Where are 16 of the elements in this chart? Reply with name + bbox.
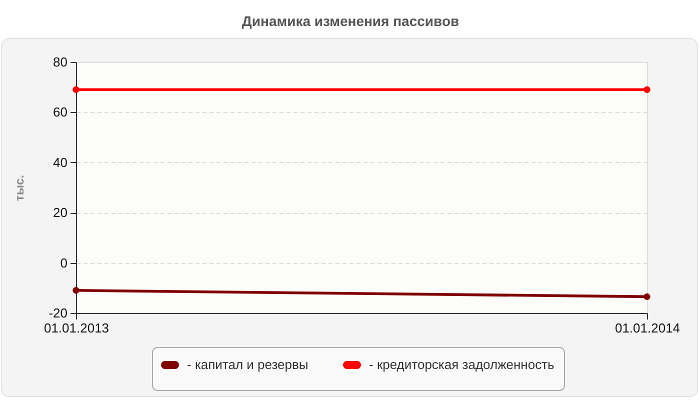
y-tick-label: -20: [48, 306, 68, 320]
chart-title: Динамика изменения пассивов: [242, 13, 460, 29]
point: [644, 293, 650, 300]
y-tick-label: 80: [53, 54, 68, 70]
legend-label: - кредиторская задолженность: [369, 357, 555, 372]
y-axis-title: тыс.: [12, 174, 27, 202]
x-tick-label: 01.01.2013: [44, 320, 110, 336]
y-tick-label: 40: [53, 154, 68, 170]
point: [72, 287, 80, 294]
point: [72, 86, 80, 93]
point: [644, 86, 650, 93]
y-tick-label: 0: [60, 255, 68, 270]
y-tick-label: 60: [53, 104, 68, 120]
x-tick-label: 01.01.2014: [614, 320, 680, 336]
y-tick-label: 20: [53, 205, 68, 220]
legend-label: - капитал и резервы: [187, 357, 308, 372]
